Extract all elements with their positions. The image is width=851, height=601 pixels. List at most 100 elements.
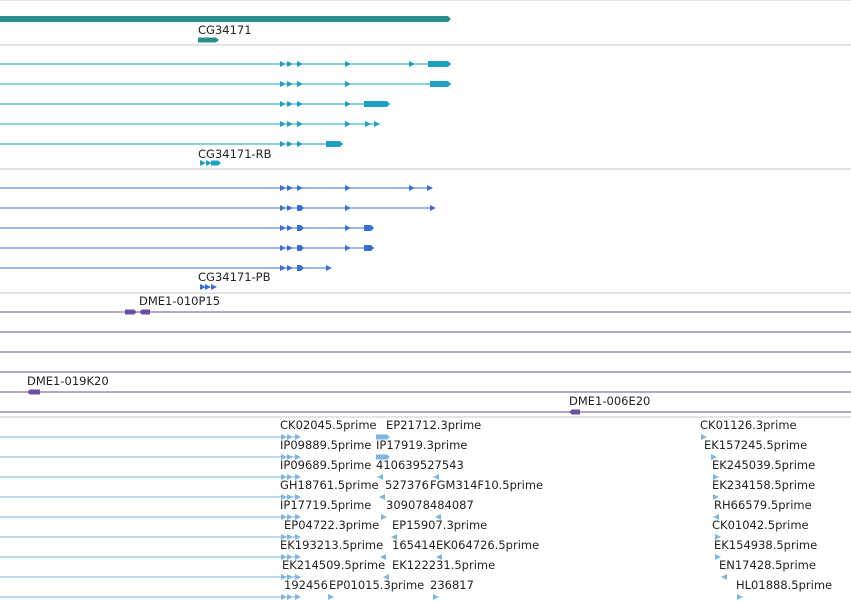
exon-block[interactable]: [428, 61, 451, 67]
exon-arrow[interactable]: [379, 494, 385, 500]
protein-label[interactable]: CG34171-PB: [198, 270, 271, 284]
est-label[interactable]: 527376: [385, 478, 429, 492]
exon-block[interactable]: [27, 389, 40, 395]
exon-block[interactable]: [211, 160, 221, 166]
exon-arrow[interactable]: [295, 514, 301, 520]
exon-arrow[interactable]: [713, 474, 719, 480]
est-label[interactable]: EN17428.5prime: [719, 558, 816, 572]
exon-arrow[interactable]: [287, 185, 293, 191]
exon-arrow[interactable]: [206, 160, 212, 166]
exon-arrow[interactable]: [200, 160, 206, 166]
exon-block[interactable]: [326, 141, 343, 147]
exon-block[interactable]: [376, 454, 390, 460]
clone-label-1[interactable]: DME1-010P15: [139, 294, 221, 308]
exon-arrow[interactable]: [435, 514, 441, 520]
est-label[interactable]: EK064726.5prime: [436, 538, 540, 552]
exon-arrow[interactable]: [295, 494, 301, 500]
exon-arrow[interactable]: [427, 185, 433, 191]
est-label[interactable]: IP17919.3prime: [376, 438, 468, 452]
exon-arrow[interactable]: [280, 141, 286, 147]
est-label[interactable]: EP01015.3prime: [329, 578, 425, 592]
exon-block[interactable]: [125, 309, 137, 315]
est-label[interactable]: EK214509.5prime: [282, 558, 386, 572]
est-label[interactable]: FGM314F10.5prime: [430, 478, 544, 492]
exon-arrow[interactable]: [280, 61, 286, 67]
est-label[interactable]: CK02045.5prime: [280, 418, 377, 432]
exon-arrow[interactable]: [280, 185, 286, 191]
est-label[interactable]: IP17719.5prime: [280, 498, 372, 512]
exon-arrow[interactable]: [287, 494, 293, 500]
exon-arrow[interactable]: [345, 101, 351, 107]
est-label[interactable]: EK245039.5prime: [712, 458, 816, 472]
exon-arrow[interactable]: [383, 574, 389, 580]
exon-arrow[interactable]: [287, 574, 293, 580]
exon-arrow[interactable]: [297, 101, 303, 107]
exon-arrow[interactable]: [295, 474, 301, 480]
exon-block[interactable]: [376, 434, 390, 440]
exon-arrow[interactable]: [345, 185, 351, 191]
exon-arrow[interactable]: [287, 534, 293, 540]
est-label[interactable]: EK234158.5prime: [712, 478, 816, 492]
exon-arrow[interactable]: [713, 494, 719, 500]
exon-arrow[interactable]: [345, 205, 351, 211]
exon-arrow[interactable]: [287, 61, 293, 67]
exon-arrow[interactable]: [287, 205, 293, 211]
est-label[interactable]: GH18761.5prime: [280, 478, 379, 492]
exon-arrow[interactable]: [287, 225, 293, 231]
est-label[interactable]: 165414: [392, 538, 436, 552]
exon-arrow[interactable]: [326, 265, 332, 271]
exon-block[interactable]: [297, 265, 304, 271]
exon-arrow[interactable]: [287, 454, 293, 460]
exon-arrow[interactable]: [281, 534, 287, 540]
transcript-label[interactable]: CG34171-RB: [198, 147, 272, 161]
exon-block[interactable]: [297, 245, 304, 251]
clone-label-3[interactable]: DME1-006E20: [569, 394, 651, 408]
exon-arrow[interactable]: [715, 554, 721, 560]
exon-block[interactable]: [139, 309, 150, 315]
exon-arrow[interactable]: [715, 534, 721, 540]
exon-arrow[interactable]: [287, 81, 293, 87]
exon-block[interactable]: [364, 101, 390, 107]
exon-arrow[interactable]: [433, 594, 439, 600]
exon-arrow[interactable]: [377, 474, 383, 480]
exon-arrow[interactable]: [211, 284, 217, 290]
exon-arrow[interactable]: [430, 205, 436, 211]
exon-arrow[interactable]: [280, 81, 286, 87]
exon-arrow[interactable]: [280, 245, 286, 251]
exon-arrow[interactable]: [365, 121, 371, 127]
est-label[interactable]: IP09889.5prime: [280, 438, 372, 452]
exon-arrow[interactable]: [297, 121, 303, 127]
exon-block[interactable]: [569, 409, 580, 415]
exon-arrow[interactable]: [345, 245, 351, 251]
exon-arrow[interactable]: [281, 574, 287, 580]
exon-arrow[interactable]: [287, 121, 293, 127]
exon-arrow[interactable]: [713, 514, 719, 520]
exon-arrow[interactable]: [281, 434, 287, 440]
exon-arrow[interactable]: [295, 454, 301, 460]
est-label[interactable]: EP15907.3prime: [392, 518, 488, 532]
exon-arrow[interactable]: [280, 101, 286, 107]
exon-arrow[interactable]: [374, 121, 380, 127]
est-label[interactable]: EK193213.5prime: [280, 538, 384, 552]
exon-arrow[interactable]: [721, 574, 727, 580]
est-label[interactable]: HL01888.5prime: [736, 578, 833, 592]
exon-arrow[interactable]: [297, 61, 303, 67]
exon-block[interactable]: [297, 225, 304, 231]
est-label[interactable]: RH66579.5prime: [714, 498, 812, 512]
exon-arrow[interactable]: [328, 594, 334, 600]
exon-arrow[interactable]: [345, 225, 351, 231]
exon-arrow[interactable]: [297, 185, 303, 191]
exon-arrow[interactable]: [295, 434, 301, 440]
exon-arrow[interactable]: [295, 574, 301, 580]
exon-arrow[interactable]: [433, 474, 439, 480]
exon-arrow[interactable]: [287, 514, 293, 520]
est-label[interactable]: EP04722.3prime: [284, 518, 380, 532]
exon-arrow[interactable]: [287, 245, 293, 251]
gene-label[interactable]: CG34171: [198, 23, 252, 37]
exon-arrow[interactable]: [701, 434, 707, 440]
exon-arrow[interactable]: [711, 454, 717, 460]
exon-arrow[interactable]: [345, 81, 351, 87]
exon-arrow[interactable]: [205, 284, 211, 290]
clone-label-2[interactable]: DME1-019K20: [27, 374, 109, 388]
exon-arrow[interactable]: [295, 534, 301, 540]
